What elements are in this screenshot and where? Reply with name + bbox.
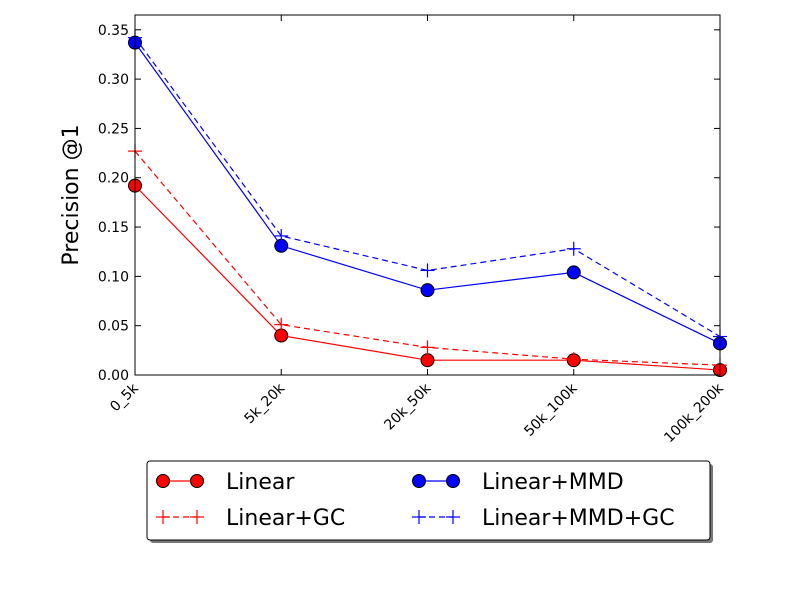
y-axis: 0.00 0.05 0.10 0.15 0.20 0.25 0.30 0.35 [98,23,720,384]
y-tick-label: 0.25 [98,121,129,137]
x-tick-label: 5k_20k [241,380,288,427]
legend-box [146,460,711,541]
x-tick-label: 100k_200k [661,380,727,446]
legend-entry-linear-gc: Linear+GC [156,506,345,531]
legend-label: Linear [226,470,295,495]
series-linear-mmd [128,35,727,351]
legend-label: Linear+MMD+GC [482,506,675,531]
legend-marker [446,474,460,488]
legend-marker [156,474,170,488]
data-point-linear-mmd [420,283,435,298]
x-tick-label: 20k_50k [381,380,435,434]
x-tick-label: 50k_100k [521,380,581,440]
legend-marker [190,474,204,488]
legend-entry-linear: Linear [156,470,295,495]
plot-area-frame [134,14,721,376]
data-point-linear-gc [274,317,289,332]
data-point-linear-gc [566,352,581,367]
legend-marker [446,510,460,524]
legend-marker [190,510,204,524]
legend-label: Linear+GC [226,506,345,531]
y-tick-label: 0.35 [98,23,129,39]
y-tick-label: 0.20 [98,171,129,187]
series-line-linear-gc [134,150,721,366]
data-point-linear-mmd-gc [420,263,435,278]
y-tick-label: 0.15 [98,220,129,236]
x-tick-label: 0_5k [107,380,142,415]
series-linear-gc [128,144,727,373]
legend-marker [412,510,426,524]
legend-label: Linear+MMD [482,470,624,495]
series-line-linear-mmd [134,42,721,344]
series-layer [128,30,727,378]
y-tick-label: 0.05 [98,319,129,335]
y-tick-label: 0.10 [98,269,129,285]
data-point-linear-gc [420,340,435,355]
legend-marker [412,474,426,488]
legend-entry-linear-mmd-gc: Linear+MMD+GC [412,506,675,531]
legend-entry-linear-mmd: Linear+MMD [412,470,624,495]
data-point-linear-mmd [566,265,581,280]
y-tick-label: 0.30 [98,72,129,88]
x-axis: 0_5k 5k_20k 20k_50k 50k_100k 100k_200k [107,15,727,446]
data-point-linear [420,353,435,368]
data-point-linear-mmd-gc [274,228,289,243]
data-point-linear-mmd-gc [566,241,581,256]
legend-marker [156,510,170,524]
legend: Linear Linear+GC Linear+MMD Linear+MMD+GC [146,460,713,543]
series-line-linear-mmd-gc [134,37,721,338]
y-tick-label: 0.00 [98,368,129,384]
y-axis-title: Precision @1 [59,124,84,265]
